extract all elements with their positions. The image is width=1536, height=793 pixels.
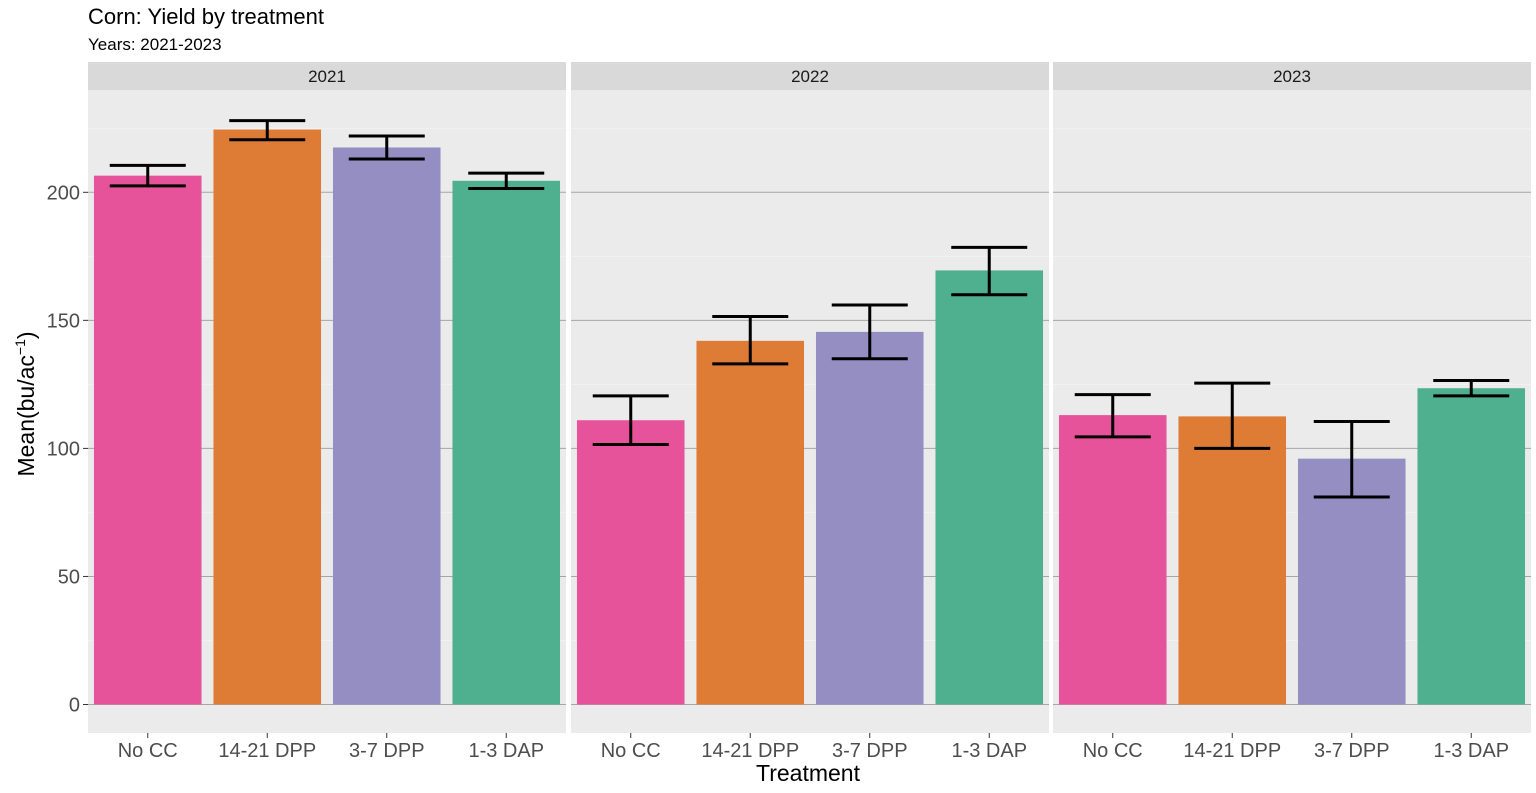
x-tick-label: No CC bbox=[118, 740, 178, 762]
facet-strip-label: 2023 bbox=[1273, 67, 1311, 86]
bar-2021-1 bbox=[213, 129, 322, 705]
bar-2022-3 bbox=[935, 270, 1044, 705]
x-tick-label: 14-21 DPP bbox=[701, 740, 799, 762]
x-tick-label: 1-3 DAP bbox=[468, 740, 544, 762]
y-tick-label: 50 bbox=[58, 566, 80, 588]
error-bar-2023-2 bbox=[1313, 420, 1390, 499]
error-bar-2021-3 bbox=[468, 171, 545, 190]
x-tick-label: 3-7 DPP bbox=[1314, 740, 1390, 762]
error-bar-2022-0 bbox=[592, 394, 669, 447]
y-tick-label: 150 bbox=[47, 310, 80, 332]
x-tick-label: 1-3 DAP bbox=[951, 740, 1027, 762]
bar-2023-0 bbox=[1058, 415, 1167, 705]
facet-panel-2022: 2022 No CC 14-21 DPP 3-7 DPP 1-3 DAP bbox=[571, 62, 1049, 762]
error-bar-2021-2 bbox=[348, 134, 425, 161]
y-axis: 0 50 100 150 200 bbox=[47, 182, 88, 717]
y-axis-title-superscript: −1 bbox=[12, 339, 28, 355]
facet-panels: 2021 No CC 14-21 DPP 3-7 DPP 1-3 DAP 2022 No C… bbox=[88, 62, 1531, 762]
error-bar-2021-1 bbox=[229, 119, 306, 142]
facet-panel-2021: 2021 No CC 14-21 DPP 3-7 DPP 1-3 DAP bbox=[88, 62, 566, 762]
error-bar-2022-1 bbox=[712, 315, 789, 366]
chart-subtitle: Years: 2021-2023 bbox=[88, 35, 222, 54]
y-axis-title-close: ) bbox=[13, 331, 39, 339]
bar-2023-1 bbox=[1178, 416, 1287, 705]
facet-strip bbox=[1053, 62, 1531, 90]
x-tick-label: No CC bbox=[601, 740, 661, 762]
bar-2021-2 bbox=[332, 147, 441, 705]
bar-2023-2 bbox=[1297, 458, 1406, 705]
bar-2022-2 bbox=[815, 331, 924, 705]
chart-title: Corn: Yield by treatment bbox=[88, 4, 324, 29]
facet-strip-label: 2022 bbox=[791, 67, 829, 86]
x-tick-label: 14-21 DPP bbox=[218, 740, 316, 762]
x-tick-label: 3-7 DPP bbox=[349, 740, 425, 762]
bar-2021-0 bbox=[93, 175, 202, 705]
y-tick-label: 0 bbox=[69, 695, 80, 717]
y-tick-label: 100 bbox=[47, 438, 80, 460]
x-tick-label: 3-7 DPP bbox=[832, 740, 908, 762]
facet-strip-label: 2021 bbox=[308, 67, 346, 86]
x-axis-title: Treatment bbox=[756, 760, 861, 786]
bar-2021-3 bbox=[452, 180, 561, 705]
facet-strip bbox=[88, 62, 566, 90]
x-tick-label: 14-21 DPP bbox=[1183, 740, 1281, 762]
x-tick-label: No CC bbox=[1083, 740, 1143, 762]
bar-2022-1 bbox=[696, 340, 805, 705]
facet-strip bbox=[571, 62, 1049, 90]
error-bar-2022-3 bbox=[951, 245, 1028, 297]
error-bar-2023-1 bbox=[1194, 381, 1271, 450]
x-tick-label: 1-3 DAP bbox=[1433, 740, 1509, 762]
bar-2022-0 bbox=[576, 420, 685, 705]
y-axis-title: Mean(bu/ac−1) bbox=[12, 331, 39, 476]
facet-panel-2023: 2023 No CC 14-21 DPP 3-7 DPP 1-3 DAP bbox=[1053, 62, 1531, 762]
y-axis-title-main: Mean(bu/ac bbox=[13, 355, 39, 476]
error-bar-2023-0 bbox=[1074, 393, 1151, 439]
bar-2023-3 bbox=[1417, 388, 1526, 705]
error-bar-2022-2 bbox=[831, 303, 908, 361]
error-bar-2023-3 bbox=[1433, 379, 1510, 398]
y-tick-label: 200 bbox=[47, 182, 80, 204]
error-bar-2021-0 bbox=[109, 163, 186, 188]
